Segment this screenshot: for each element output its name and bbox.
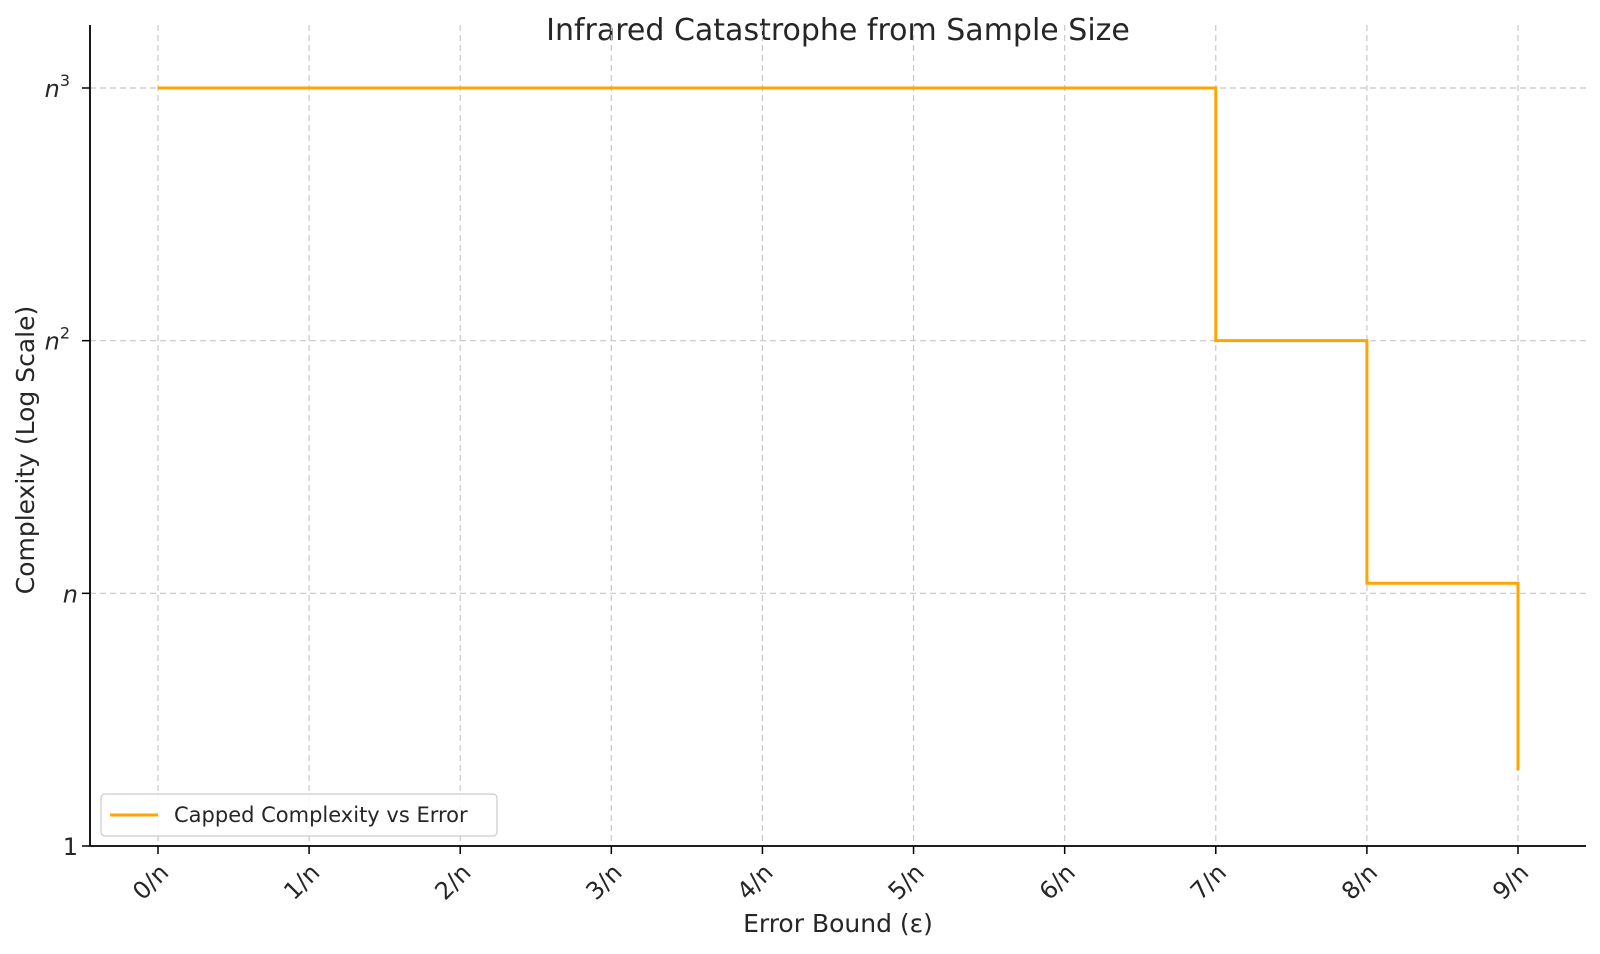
x-tick-label: 3/n bbox=[580, 858, 627, 905]
y-tick-label: 1 bbox=[63, 833, 78, 861]
series-line bbox=[158, 86, 1520, 771]
chart-title: Infrared Catastrophe from Sample Size bbox=[546, 13, 1130, 48]
x-tick-label: 6/n bbox=[1034, 858, 1081, 905]
x-tick-label: 1/n bbox=[278, 858, 325, 905]
x-tick-label: 4/n bbox=[732, 858, 779, 905]
legend-box bbox=[100, 793, 498, 837]
x-tick-label: 5/n bbox=[883, 858, 930, 905]
grid bbox=[90, 25, 1586, 846]
x-tick-label: 8/n bbox=[1336, 858, 1383, 905]
legend: Capped Complexity vs Error bbox=[100, 793, 498, 837]
x-axis-label: Error Bound (ε) bbox=[743, 909, 933, 938]
y-axis-label: Complexity (Log Scale) bbox=[11, 306, 40, 595]
y-tick-label: n bbox=[63, 580, 78, 608]
y-tick-label: n3 bbox=[45, 71, 70, 103]
x-tick-label: 0/n bbox=[127, 858, 174, 905]
x-tick-label: 9/n bbox=[1487, 858, 1534, 905]
y-tick-label: n2 bbox=[45, 324, 70, 356]
x-tick-label: 2/n bbox=[429, 858, 476, 905]
x-tick-label: 7/n bbox=[1185, 858, 1232, 905]
x-ticks: 0/n 1/n 2/n 3/n 4/n 5/n 6/n 7/n 8/n 9/n bbox=[127, 846, 1534, 906]
y-ticks: 1 n n2 n3 bbox=[45, 71, 90, 861]
axes bbox=[89, 25, 1586, 847]
series-layer bbox=[158, 86, 1520, 771]
legend-label: Capped Complexity vs Error bbox=[174, 803, 468, 827]
